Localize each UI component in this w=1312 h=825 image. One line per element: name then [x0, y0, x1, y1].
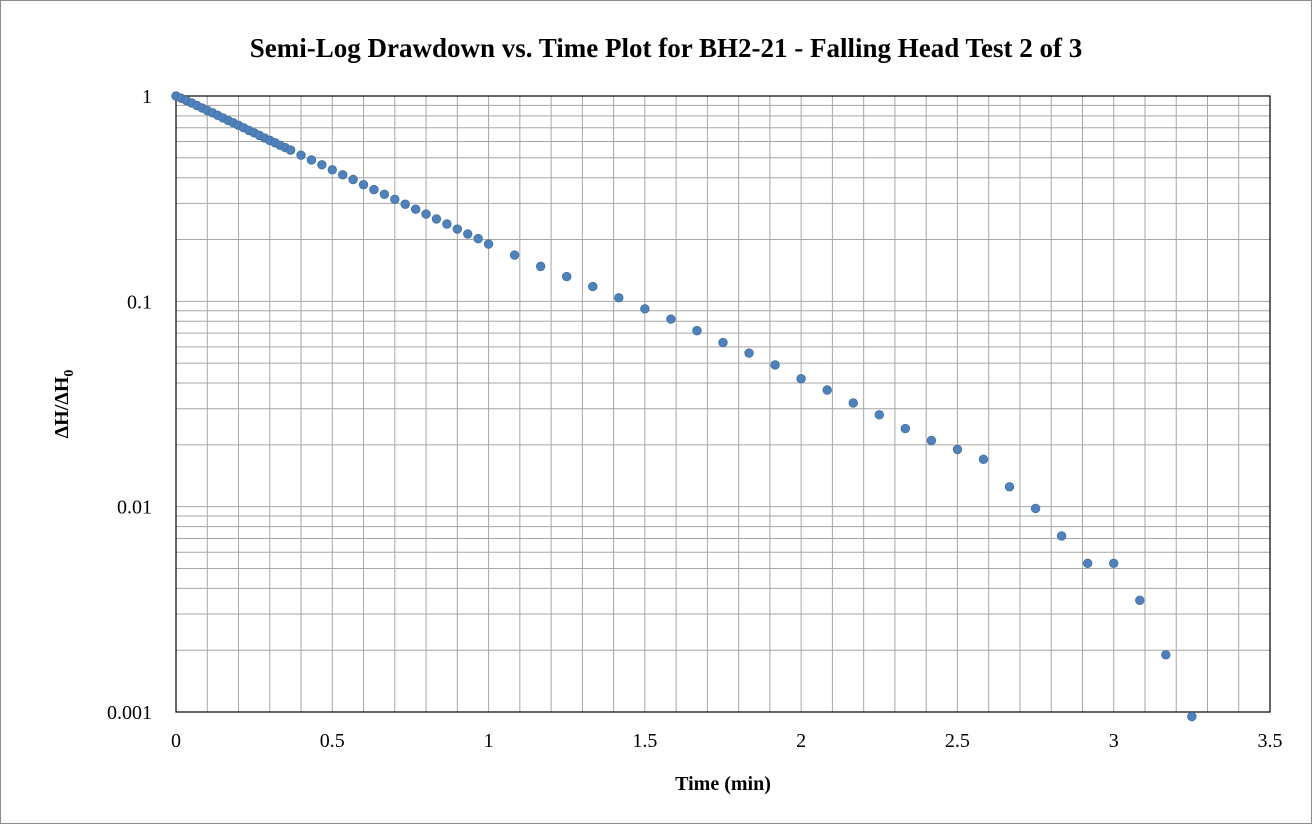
y-tick-label: 0.01 [117, 497, 152, 519]
x-tick-label: 2 [796, 730, 806, 752]
data-point [718, 337, 728, 348]
data-point [796, 373, 806, 384]
data-point [1082, 558, 1093, 568]
data-point [296, 150, 306, 160]
data-point [327, 165, 337, 175]
data-point [1030, 503, 1041, 514]
y-axis-title: ΔH/ΔH0 [51, 370, 77, 439]
data-point [1109, 558, 1119, 568]
data-point [874, 410, 884, 420]
y-tick-label: 0.001 [107, 702, 152, 724]
data-point [1056, 531, 1067, 541]
data-point [509, 250, 520, 260]
data-point [431, 214, 442, 224]
data-point [952, 444, 963, 455]
data-point [337, 170, 348, 180]
grid-layer [176, 96, 1270, 712]
data-point [285, 145, 296, 155]
data-point [410, 204, 421, 214]
data-point [1161, 650, 1171, 660]
data-point [379, 189, 390, 200]
data-point [692, 325, 702, 336]
data-point [978, 454, 989, 465]
data-point [614, 293, 624, 303]
data-point [562, 271, 572, 282]
data-point [900, 423, 911, 434]
data-point [588, 281, 598, 292]
x-axis-ticks: 0 0.5 1 1.5 2 2.5 3 3.5 [171, 730, 1283, 752]
data-point [421, 209, 431, 219]
data-point [1187, 711, 1197, 722]
data-point [848, 398, 858, 408]
data-point [744, 348, 754, 358]
data-point [770, 360, 780, 370]
data-point [442, 219, 452, 229]
data-point [390, 194, 400, 204]
data-point [535, 261, 546, 272]
data-points [171, 91, 1197, 722]
data-point [483, 239, 494, 249]
x-tick-label: 0 [171, 730, 181, 752]
x-axis-title: Time (min) [675, 773, 771, 795]
data-point [369, 184, 379, 195]
data-point [473, 233, 483, 244]
x-tick-label: 3 [1109, 730, 1119, 752]
data-point [400, 199, 410, 209]
data-point [822, 385, 832, 395]
y-tick-label: 1 [142, 86, 152, 108]
x-tick-label: 0.5 [320, 730, 345, 752]
data-point [452, 224, 463, 234]
x-tick-label: 1.5 [632, 730, 657, 752]
chart-title: Semi-Log Drawdown vs. Time Plot for BH2-… [250, 33, 1083, 63]
data-point [1004, 482, 1015, 492]
x-tick-label: 2.5 [945, 730, 970, 752]
data-point [666, 314, 676, 324]
data-point [317, 160, 327, 170]
y-axis-title-main: ΔH/ΔH [51, 376, 73, 438]
data-point [640, 304, 650, 314]
plot-area-border [175, 95, 1271, 713]
data-point [348, 174, 358, 185]
data-point [306, 155, 317, 165]
x-tick-label: 3.5 [1258, 730, 1283, 752]
data-point [926, 435, 937, 446]
x-tick-label: 1 [484, 730, 494, 752]
y-axis-ticks: 1 0.1 0.01 0.001 [107, 86, 152, 724]
y-tick-label: 0.1 [127, 291, 152, 313]
data-point [358, 179, 369, 190]
data-point [463, 229, 473, 239]
data-point [1135, 595, 1145, 605]
y-axis-title-subscript: 0 [62, 370, 77, 377]
